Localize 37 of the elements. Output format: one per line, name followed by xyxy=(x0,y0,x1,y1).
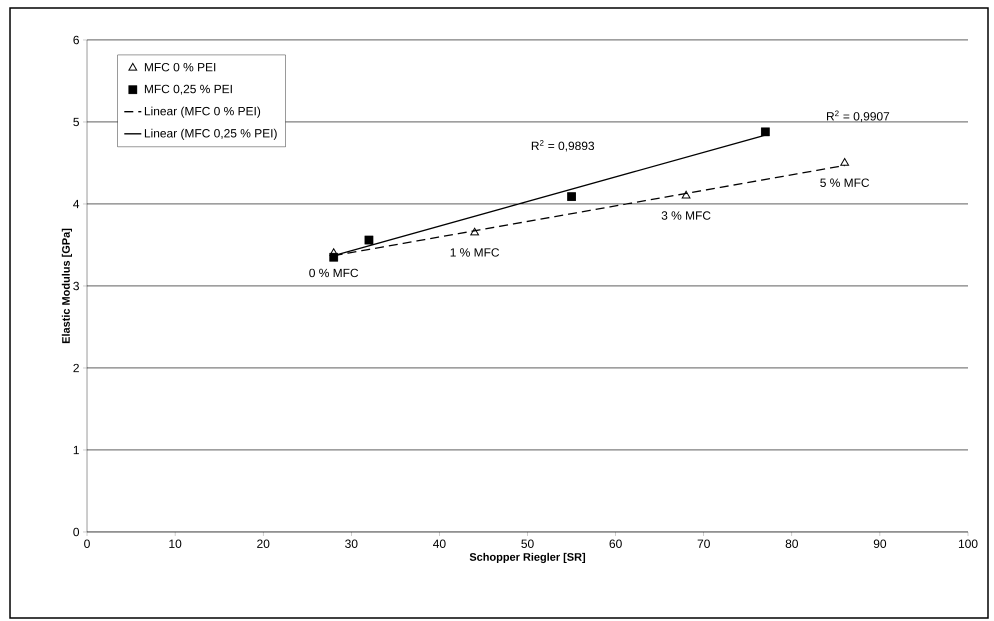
y-tick-label: 5 xyxy=(73,118,79,126)
point xyxy=(470,228,480,236)
x-tick-label: 100 xyxy=(958,540,978,548)
x-axis-title: Schopper Riegler [SR] xyxy=(470,552,586,564)
point xyxy=(364,236,374,244)
x-tick-label: 30 xyxy=(345,540,358,548)
y-tick-label: 4 xyxy=(73,200,80,208)
x-tick-label: 40 xyxy=(433,540,446,548)
annotation: 3 % MFC xyxy=(662,211,711,220)
y-axis-title: Elastic Modulus [GPa] xyxy=(62,228,72,344)
y-tick-label: 1 xyxy=(74,446,79,454)
legend-label: Linear (MFC 0,25 % PEI) xyxy=(144,128,277,140)
x-tick-label: 50 xyxy=(521,540,534,548)
point xyxy=(840,158,850,166)
x-tick-label: 10 xyxy=(169,540,182,548)
x-tick-label: 0 xyxy=(84,540,90,548)
y-tick-label: 3 xyxy=(73,282,79,290)
point xyxy=(329,252,338,262)
legend-label: Linear (MFC 0 % PEI) xyxy=(144,106,260,118)
x-tick-label: 80 xyxy=(786,540,798,548)
x-tick-label: 70 xyxy=(698,540,710,548)
x-tick-label: 20 xyxy=(257,540,270,548)
annotation: R$^{2}$ = 0,9893 xyxy=(532,140,594,152)
legend-label: MFC 0 % PEI xyxy=(144,62,216,72)
point xyxy=(567,192,576,201)
point xyxy=(761,127,770,136)
annotation: R$^{2}$ = 0,9907 xyxy=(826,110,890,122)
legend-label: MFC 0,25 % PEI xyxy=(144,84,232,95)
annotation: 5 % MFC xyxy=(820,178,870,187)
y-tick-label: 0 xyxy=(73,528,80,536)
x-tick-label: 90 xyxy=(874,540,886,548)
point xyxy=(682,190,690,199)
x-tick-label: 60 xyxy=(610,540,622,548)
y-tick-label: 6 xyxy=(73,36,79,44)
y-tick-label: 2 xyxy=(73,364,79,372)
annotation: 1 % MFC xyxy=(450,248,500,257)
annotation: 0 % MFC xyxy=(309,268,358,278)
